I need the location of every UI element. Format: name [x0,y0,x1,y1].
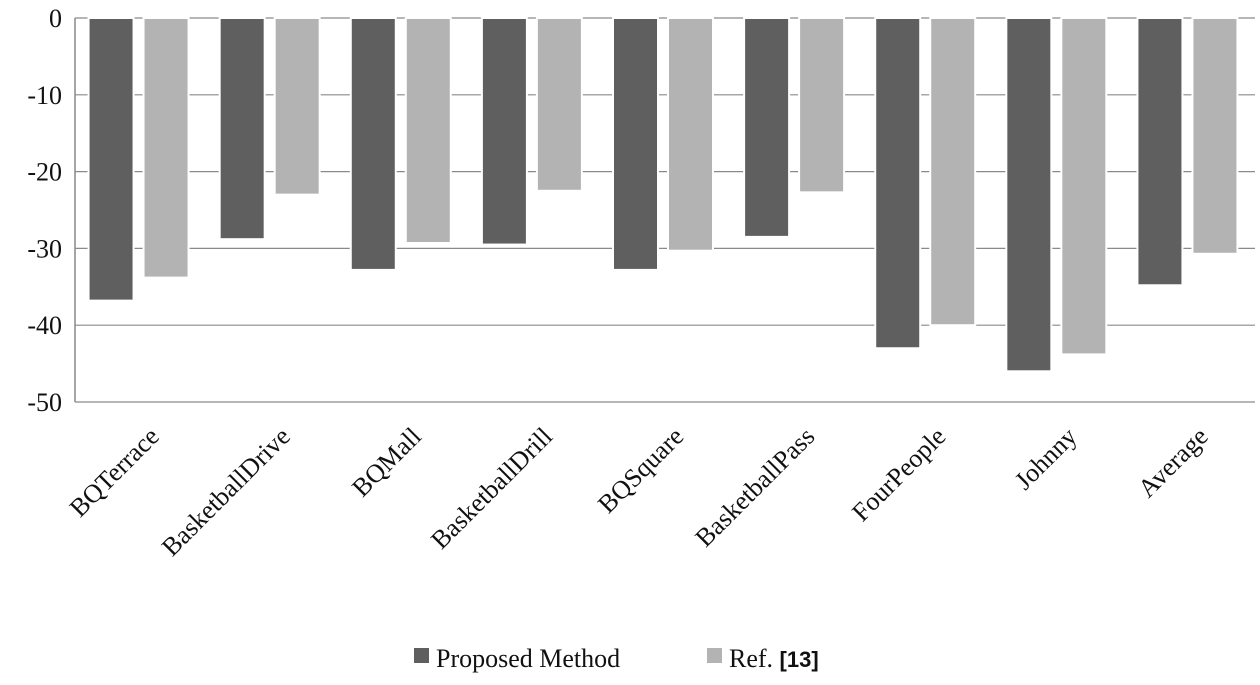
y-tick-label: -30 [27,234,62,263]
bar-ref-BasketballPass [798,17,846,194]
x-tick-label: BQTerrace [64,422,165,523]
bar-series [87,17,1239,373]
legend-swatch-proposed [414,648,429,663]
legend-label-ref-citation: [13] [780,647,819,672]
bar-ref-FourPeople [929,17,977,327]
x-tick-label: Average [1132,422,1213,503]
bar-proposed-Average [1136,17,1184,287]
bar-proposed-Johnny [1005,17,1053,373]
bar-proposed-BasketballDrill [480,17,528,246]
y-tick-labels: 0 -10 -20 -30 -40 -50 [27,4,62,417]
gridlines [75,17,1255,403]
bar-ref-BasketballDrill [535,17,583,192]
y-tick-label: -10 [27,81,62,110]
legend-swatch-ref [707,648,722,663]
bar-proposed-BasketballPass [743,17,791,238]
bar-proposed-FourPeople [874,17,922,350]
bar-ref-Average [1191,17,1239,255]
x-tick-label: Johnny [1009,422,1083,496]
bar-proposed-BQSquare [612,17,659,271]
bar-ref-BQTerrace [142,17,190,279]
x-tick-label: BasketballDrive [156,422,296,562]
x-tick-label: FourPeople [846,422,951,527]
x-tick-label: BQMall [346,422,427,503]
bar-ref-BQMall [404,17,452,245]
y-tick-label: -50 [27,388,62,417]
legend-label-proposed: Proposed Method [436,644,620,673]
x-tick-label: BasketballPass [690,422,821,553]
bar-proposed-BQTerrace [87,17,135,302]
bar-ref-BQSquare [667,17,714,252]
x-tick-label: BQSquare [592,422,689,519]
legend-label-ref: Ref. [13] [729,644,819,673]
x-tick-label: BasketballDrill [425,422,558,555]
legend-label-ref-main: Ref. [729,644,780,673]
bar-proposed-BasketballDrive [218,17,266,241]
bar-ref-BasketballDrive [273,17,321,196]
y-tick-label: -20 [27,158,62,187]
y-tick-label: -40 [27,311,62,340]
bar-ref-Johnny [1060,17,1108,356]
bar-proposed-BQMall [349,17,397,271]
legend: Proposed Method Ref. [13] [414,644,819,673]
y-tick-label: 0 [49,4,62,33]
